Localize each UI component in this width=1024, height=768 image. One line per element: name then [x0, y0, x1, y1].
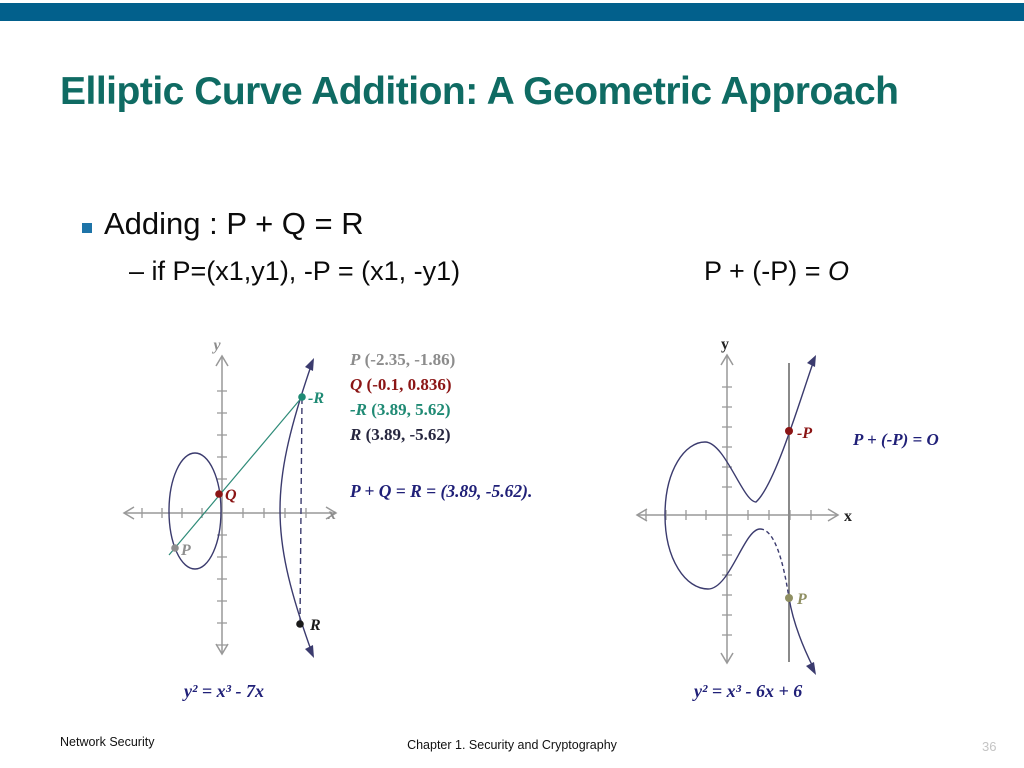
- curve-arrow-top: [807, 355, 816, 367]
- y-axis-label: y: [721, 336, 729, 353]
- right-axes: [635, 353, 840, 665]
- x-axis-label: x: [844, 508, 852, 525]
- identity-rhs: O: [828, 256, 850, 286]
- bullet-marker: [82, 223, 92, 233]
- page-title: Elliptic Curve Addition: A Geometric App…: [60, 70, 899, 113]
- annotation-P: P (-2.35, -1.86): [350, 350, 455, 375]
- x-axis-label: x: [327, 506, 336, 523]
- point-P: [171, 544, 179, 552]
- annotation-P-name: P: [350, 350, 361, 369]
- footer-chapter: Chapter 1. Security and Cryptography: [407, 738, 617, 752]
- annotation-R-name: R: [350, 425, 362, 444]
- point-P: [785, 594, 793, 602]
- label-negP: -P: [797, 425, 812, 442]
- right-elliptic-curve-graph: y x -P P: [635, 336, 852, 675]
- bullet-text: Adding : P + Q = R: [104, 206, 364, 241]
- label-P: P: [796, 591, 807, 608]
- page-number: 36: [982, 739, 997, 754]
- right-curve-equation: y² = x³ - 6x + 6: [694, 681, 803, 701]
- annotation-P-coords: (-2.35, -1.86): [360, 350, 456, 369]
- identity-equation: P + (-P) = O: [704, 256, 849, 287]
- annotation-negR: -R (3.89, 5.62): [350, 400, 455, 425]
- identity-lhs: P + (-P) =: [704, 256, 829, 286]
- left-tick-marks: [141, 390, 307, 646]
- annotation-Q: Q (-0.1, 0.836): [350, 375, 455, 400]
- point-negP: [785, 427, 793, 435]
- label-R: R: [309, 617, 321, 634]
- sub-bullet-text: – if P=(x1,y1), -P = (x1, -y1): [129, 256, 461, 286]
- annotation-Q-coords: (-0.1, 0.836): [362, 375, 452, 394]
- annotation-negR-name: -R: [350, 400, 367, 419]
- addition-result: P + Q = R = (3.89, -5.62).: [350, 481, 533, 501]
- top-accent-bar: [0, 3, 1024, 21]
- point-R: [296, 620, 304, 628]
- branch-arrow-bottom: [305, 645, 314, 658]
- y-axis-label: y: [211, 338, 221, 354]
- footer-course-name: Network Security: [60, 735, 155, 749]
- label-negR: -R: [308, 390, 324, 407]
- annotation-R: R (3.89, -5.62): [350, 425, 455, 450]
- curve-lower-tail: [788, 597, 814, 668]
- annotation-R-coords: (3.89, -5.62): [361, 425, 451, 444]
- point-negR: [298, 393, 306, 401]
- left-curve-equation: y² = x³ - 7x: [184, 681, 265, 701]
- secant-line: [168, 395, 304, 556]
- curve-arrow-bottom: [806, 662, 816, 675]
- curve-dashed-segment: [759, 528, 790, 599]
- label-P: P: [180, 542, 191, 559]
- curve-oval-component: [168, 452, 222, 570]
- reflection-dashed-line: [299, 397, 303, 624]
- label-Q: Q: [225, 487, 237, 504]
- curve-open-branch: [279, 365, 312, 651]
- identity-annotation: P + (-P) = O: [853, 430, 939, 449]
- left-graph-annotations: P (-2.35, -1.86) Q (-0.1, 0.836) -R (3.8…: [350, 350, 455, 450]
- left-elliptic-curve-graph: y x Q P -R R: [122, 338, 338, 658]
- left-axes: [122, 354, 338, 656]
- point-Q: [215, 490, 223, 498]
- annotation-negR-coords: (3.89, 5.62): [367, 400, 451, 419]
- branch-arrow-top: [305, 358, 314, 371]
- annotation-Q-name: Q: [350, 375, 363, 394]
- curve-upper-lower: [664, 362, 814, 590]
